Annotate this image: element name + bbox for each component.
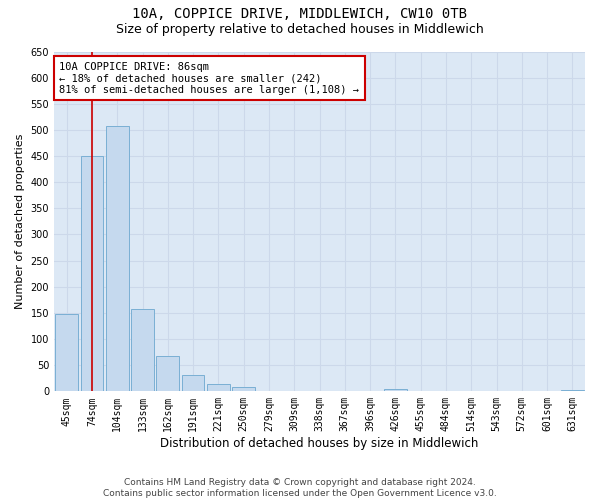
Bar	[384, 388, 407, 392]
Text: Size of property relative to detached houses in Middlewich: Size of property relative to detached ho…	[116, 22, 484, 36]
Bar	[55, 314, 78, 392]
Bar	[80, 156, 103, 392]
Text: 10A COPPICE DRIVE: 86sqm
← 18% of detached houses are smaller (242)
81% of semi-: 10A COPPICE DRIVE: 86sqm ← 18% of detach…	[59, 62, 359, 95]
Bar	[207, 384, 230, 392]
Bar	[131, 310, 154, 392]
Bar	[157, 356, 179, 392]
Text: 10A, COPPICE DRIVE, MIDDLEWICH, CW10 0TB: 10A, COPPICE DRIVE, MIDDLEWICH, CW10 0TB	[133, 8, 467, 22]
Bar	[182, 374, 205, 392]
Y-axis label: Number of detached properties: Number of detached properties	[15, 134, 25, 309]
X-axis label: Distribution of detached houses by size in Middlewich: Distribution of detached houses by size …	[160, 437, 479, 450]
Text: Contains HM Land Registry data © Crown copyright and database right 2024.
Contai: Contains HM Land Registry data © Crown c…	[103, 478, 497, 498]
Bar	[232, 387, 255, 392]
Bar	[106, 126, 128, 392]
Bar	[561, 390, 584, 392]
